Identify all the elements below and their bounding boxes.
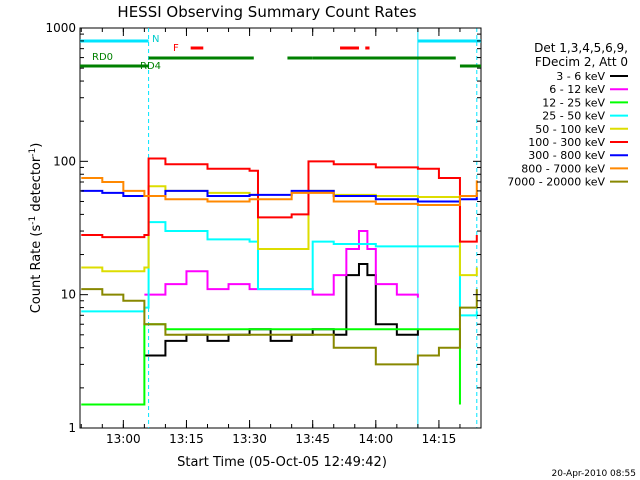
series-line-7	[81, 176, 478, 207]
timestamp: 20-Apr-2010 08:55	[552, 469, 636, 479]
legend-item-label: 7000 - 20000 keV	[507, 176, 605, 189]
y-tick-label: 1000	[45, 21, 76, 35]
rd0-flag-label: RD0	[92, 52, 113, 63]
chart-title: HESSI Observing Summary Count Rates	[117, 3, 416, 21]
legend-item-label: 800 - 7000 keV	[521, 162, 605, 175]
legend-header-line-2: FDecim 2, Att 0	[535, 55, 628, 69]
legend-item-label: 100 - 300 keV	[528, 136, 605, 149]
legend-item-label: 3 - 6 keV	[556, 70, 605, 83]
x-axis-label: Start Time (05-Oct-05 12:49:42)	[177, 455, 387, 470]
legend-item-label: 50 - 100 keV	[535, 123, 605, 136]
x-tick-label: 13:30	[232, 432, 267, 446]
series-line-5	[81, 157, 478, 243]
legend-item-label: 300 - 800 keV	[528, 149, 605, 162]
flags-layer: N F RD0 RD4	[80, 28, 481, 428]
y-tick-label: 100	[53, 154, 76, 168]
y-axis-label-sup1: -1	[28, 216, 38, 225]
legend: Det 1,3,4,5,6,9, FDecim 2, Att 0 3 - 6 k…	[507, 41, 628, 189]
x-tick-label: 13:45	[295, 432, 330, 446]
night-flag-label: N	[152, 34, 159, 45]
legend-item-label: 25 - 50 keV	[542, 110, 605, 123]
y-axis-label-sup2: -1	[28, 148, 38, 157]
series-line-2	[81, 323, 461, 406]
series-line-0	[144, 262, 419, 357]
y-axis-label: Count Rate (s-1 detector-1)	[28, 143, 44, 314]
y-tick-label: 1	[68, 421, 76, 435]
x-tick-label: 14:15	[422, 432, 457, 446]
legend-item-label: 6 - 12 keV	[549, 83, 605, 96]
x-tick-label: 13:15	[169, 432, 204, 446]
series-line-1	[144, 230, 419, 298]
y-tick-label: 10	[61, 288, 76, 302]
x-tick-label: 13:00	[106, 432, 141, 446]
legend-item-label: 12 - 25 keV	[542, 96, 605, 109]
legend-header-line-1: Det 1,3,4,5,6,9,	[534, 41, 628, 55]
plot-frame	[79, 27, 482, 429]
rd4-flag-label: RD4	[140, 61, 161, 72]
y-axis-label-end: )	[29, 143, 44, 148]
y-axis-label-main: Count Rate (s	[29, 225, 44, 314]
flare-flag-label: F	[173, 43, 179, 54]
series-layer	[81, 157, 478, 406]
ticks-layer: 1 10 100 1000 13:00 13:15 13:30 13:45 14:00 14:15	[45, 21, 482, 446]
x-tick-label: 14:00	[359, 432, 394, 446]
series-line-8	[81, 288, 478, 366]
y-axis-label-mid: detector	[29, 156, 44, 216]
series-line-6	[81, 189, 478, 203]
